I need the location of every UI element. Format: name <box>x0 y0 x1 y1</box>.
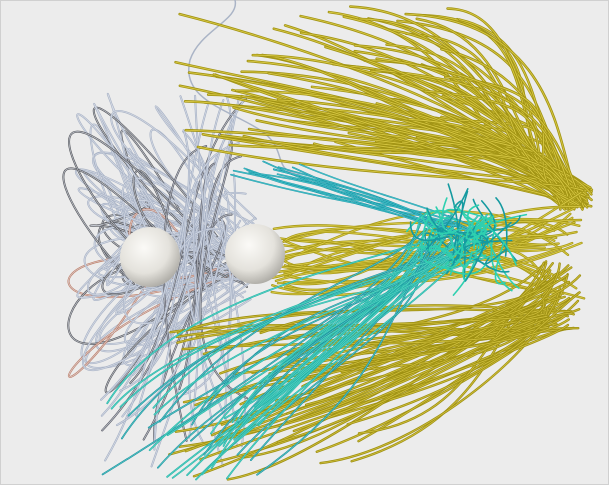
streamline <box>323 273 569 420</box>
streamline <box>148 224 421 428</box>
streamline <box>111 254 453 409</box>
sphere <box>120 227 180 287</box>
streamline <box>459 251 473 269</box>
streamline <box>463 234 466 280</box>
streamline <box>193 181 224 467</box>
streamline <box>313 143 569 197</box>
streamline <box>197 146 584 191</box>
streamline <box>423 239 463 269</box>
streamline <box>426 207 456 236</box>
streamline <box>201 242 453 475</box>
streamline <box>347 292 580 425</box>
streamline <box>277 327 549 443</box>
streamline <box>406 245 454 276</box>
streamline <box>449 228 487 256</box>
streamline <box>421 217 460 235</box>
streamline <box>76 113 219 248</box>
streamline <box>484 248 507 265</box>
streamline <box>154 99 239 451</box>
streamline <box>233 275 581 375</box>
streamline <box>465 225 487 247</box>
streamline <box>93 107 248 288</box>
streamline <box>266 262 554 419</box>
streamline <box>269 218 580 279</box>
streamline <box>283 219 582 243</box>
streamline <box>254 230 482 407</box>
streamline <box>153 254 423 409</box>
streamline <box>463 239 513 249</box>
streamline <box>185 129 561 200</box>
streamline <box>93 103 207 283</box>
streamline <box>324 46 582 203</box>
streamline <box>111 205 195 235</box>
streamline <box>230 174 453 224</box>
streamline <box>194 95 228 384</box>
sphere <box>225 224 285 284</box>
streamline <box>286 241 541 281</box>
streamline <box>473 226 486 246</box>
streamline <box>104 228 220 461</box>
streamline <box>143 156 242 440</box>
spheres <box>120 224 285 287</box>
streamline <box>63 168 189 285</box>
streamline <box>458 215 521 234</box>
streamline <box>210 246 421 434</box>
streamline <box>241 95 581 206</box>
streamline <box>409 221 450 242</box>
streamline <box>452 216 482 264</box>
streamline <box>277 99 566 192</box>
streamline <box>236 313 575 435</box>
streamline <box>102 225 453 475</box>
streamline <box>224 173 236 416</box>
streamline <box>434 244 458 263</box>
streamline <box>481 222 520 289</box>
streamline <box>256 214 452 476</box>
streamline <box>437 227 459 242</box>
streamline <box>473 217 496 250</box>
streamline <box>420 211 442 260</box>
streamline <box>120 248 486 408</box>
streamline <box>464 216 517 266</box>
streamline <box>358 275 551 434</box>
streamline <box>246 169 483 239</box>
streamline <box>375 69 571 190</box>
streamline <box>453 200 464 230</box>
streamline <box>82 271 232 371</box>
streamline <box>376 58 585 207</box>
streamline <box>68 131 197 252</box>
streamline <box>405 33 567 206</box>
streamline <box>299 164 488 233</box>
streamline <box>273 169 467 241</box>
streamline <box>425 188 469 250</box>
streamline <box>447 183 459 253</box>
streamline <box>462 254 487 281</box>
streamline <box>320 286 561 464</box>
streamlines <box>62 0 594 481</box>
